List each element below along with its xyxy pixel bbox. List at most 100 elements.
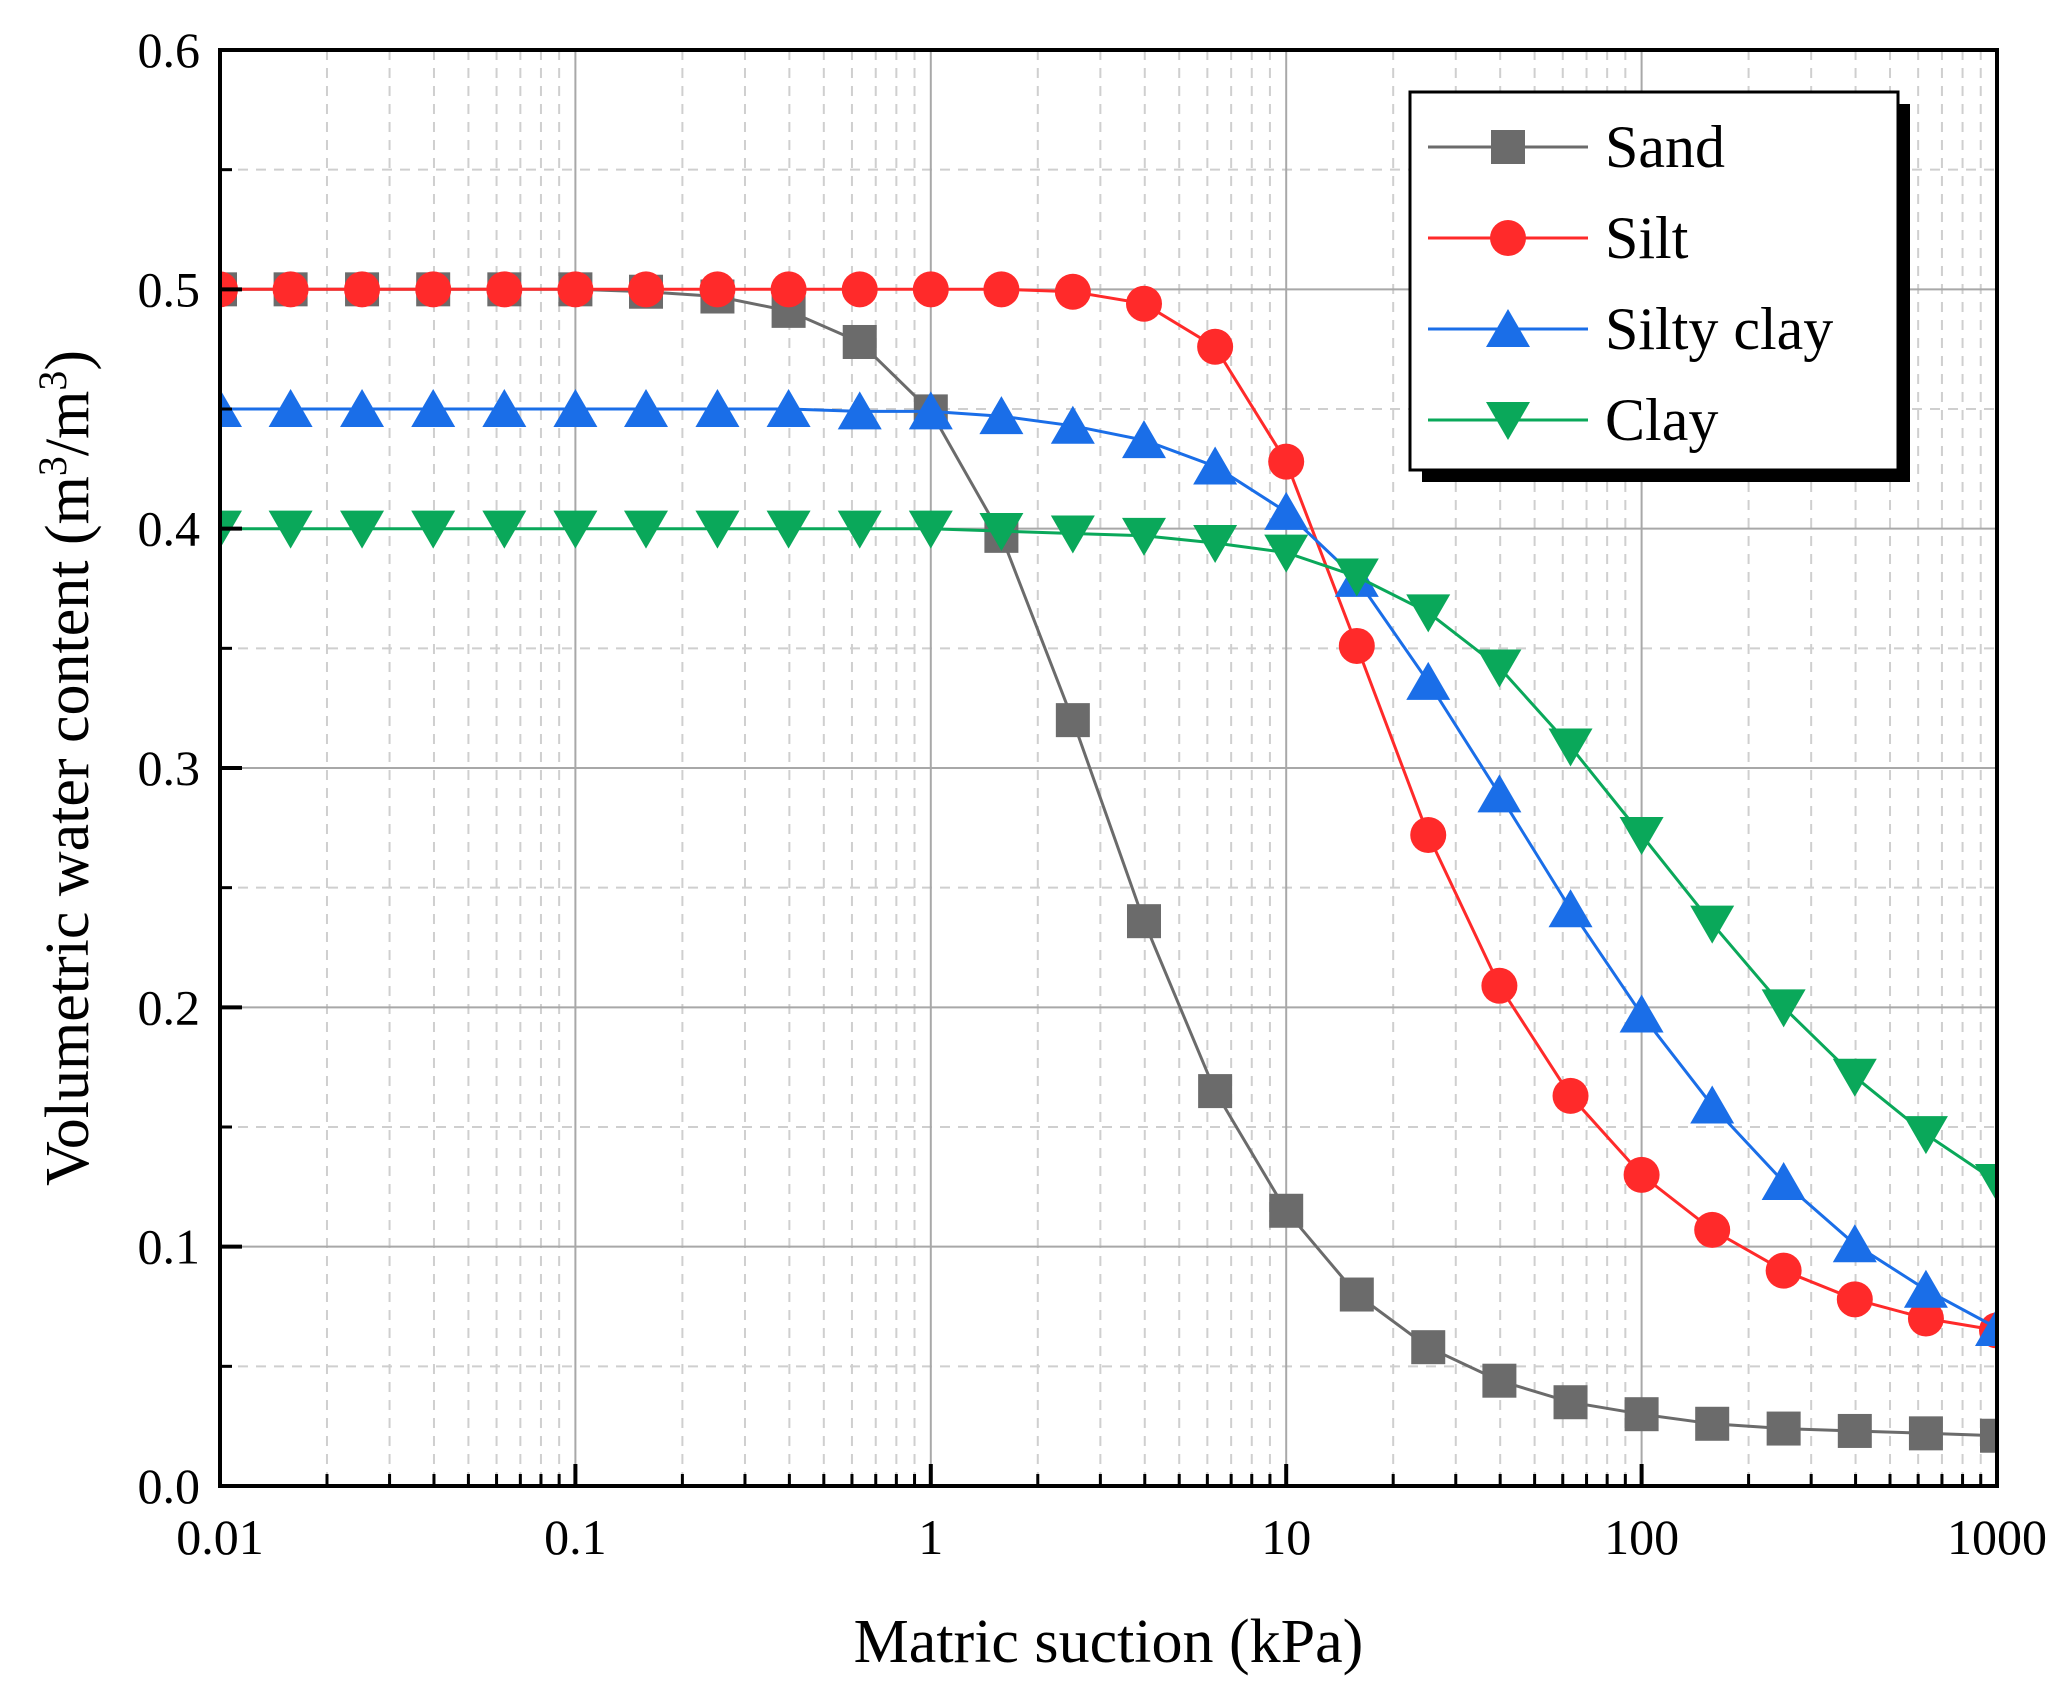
data-point: [1624, 1397, 1659, 1432]
y-axis-title-mid: /m: [34, 391, 102, 456]
legend-item-clay: Clay: [1428, 387, 1718, 453]
x-tick-label: 1000: [1947, 1509, 2047, 1565]
data-point: [1055, 703, 1090, 738]
y-tick-label: 0.0: [138, 1458, 201, 1514]
data-point: [1975, 1164, 1997, 1203]
data-point: [1121, 517, 1166, 556]
data-point: [1690, 905, 1735, 944]
legend-marker: [1490, 220, 1526, 256]
data-point: [979, 396, 1024, 435]
data-point: [1619, 994, 1664, 1033]
legend-item-silty-clay: Silty clay: [1428, 296, 1833, 362]
y-axis-title-main: Volumetric water content (m: [34, 476, 102, 1186]
data-point: [1548, 728, 1593, 767]
data-point: [411, 389, 456, 427]
legend-item-silt: Silt: [1428, 205, 1689, 271]
data-point: [340, 389, 385, 427]
data-point: [1054, 273, 1091, 310]
data-point: [1553, 1385, 1588, 1420]
series-line: [220, 407, 1997, 1330]
data-point: [1765, 1252, 1802, 1289]
series-silty-clay: [220, 389, 1997, 1347]
data-point: [1766, 1411, 1801, 1446]
data-point: [1268, 443, 1305, 480]
data-point: [1836, 1281, 1873, 1318]
y-tick-label: 0.2: [138, 979, 201, 1035]
x-tick-label: 0.1: [544, 1509, 607, 1565]
data-point: [624, 389, 669, 427]
data-point: [1837, 1413, 1872, 1448]
data-point: [908, 391, 953, 430]
data-point: [837, 391, 882, 430]
legend: Sand Silt Silty clay Clay: [1408, 90, 1910, 482]
x-tick-label: 100: [1604, 1509, 1679, 1565]
data-point: [482, 389, 527, 427]
legend-label: Clay: [1605, 387, 1718, 453]
data-point: [1832, 1224, 1877, 1263]
data-point: [1980, 1418, 1997, 1453]
data-point: [272, 271, 309, 308]
data-point: [557, 271, 594, 308]
y-axis-title: Volumetric water content (m3/m3): [30, 350, 103, 1186]
data-point: [1193, 525, 1238, 564]
data-point: [766, 389, 811, 427]
data-point: [1197, 328, 1234, 365]
data-point: [1198, 1074, 1233, 1109]
data-point: [1908, 1416, 1943, 1451]
data-point: [1623, 1156, 1660, 1193]
y-axis-title-end: ): [34, 350, 102, 371]
data-point: [553, 389, 598, 427]
data-point: [1975, 1308, 1997, 1347]
data-point: [695, 510, 740, 549]
y-tick-label: 0.4: [138, 501, 201, 557]
data-point: [837, 510, 882, 549]
data-point: [770, 271, 807, 308]
data-point: [1694, 1211, 1731, 1248]
data-point: [1903, 1269, 1948, 1308]
data-point: [1832, 1058, 1877, 1097]
series-line: [220, 527, 1997, 1184]
data-point: [1406, 594, 1451, 633]
data-point: [268, 510, 313, 549]
data-point: [912, 271, 949, 308]
data-point: [1695, 1406, 1730, 1441]
data-point: [1121, 420, 1166, 459]
data-point: [340, 510, 385, 549]
data-point: [1552, 1077, 1589, 1114]
x-tick-label: 1: [918, 1509, 943, 1565]
data-point: [486, 271, 523, 308]
data-point: [1481, 967, 1518, 1004]
data-point: [842, 324, 877, 359]
data-point: [1050, 515, 1095, 554]
data-point: [1334, 558, 1379, 597]
y-axis-title-sup2: 3: [30, 371, 75, 391]
x-tick-label: 10: [1261, 1509, 1311, 1565]
y-tick-label: 0.1: [138, 1219, 201, 1275]
data-point: [841, 271, 878, 308]
data-point: [699, 271, 736, 308]
data-point: [624, 510, 669, 549]
data-point: [983, 271, 1020, 308]
data-point: [1125, 285, 1162, 322]
data-point: [1339, 1277, 1374, 1312]
data-point: [1264, 534, 1309, 573]
data-point: [1269, 1193, 1304, 1228]
data-point: [695, 389, 740, 427]
data-point: [411, 510, 456, 549]
x-tick-label: 0.01: [176, 1509, 264, 1565]
legend-marker: [1486, 402, 1530, 440]
y-axis-title-sup1: 3: [30, 456, 75, 476]
data-point: [979, 513, 1024, 552]
data-point: [1406, 661, 1451, 700]
data-point: [1903, 1116, 1948, 1155]
data-point: [482, 510, 527, 549]
data-point: [1482, 1363, 1517, 1398]
data-point: [1690, 1085, 1735, 1124]
y-tick-label: 0.6: [138, 22, 201, 78]
y-tick-label: 0.5: [138, 261, 201, 317]
x-axis-title: Matric suction (kPa): [854, 1608, 1364, 1676]
data-point: [268, 389, 313, 427]
legend-label: Silty clay: [1605, 296, 1833, 362]
